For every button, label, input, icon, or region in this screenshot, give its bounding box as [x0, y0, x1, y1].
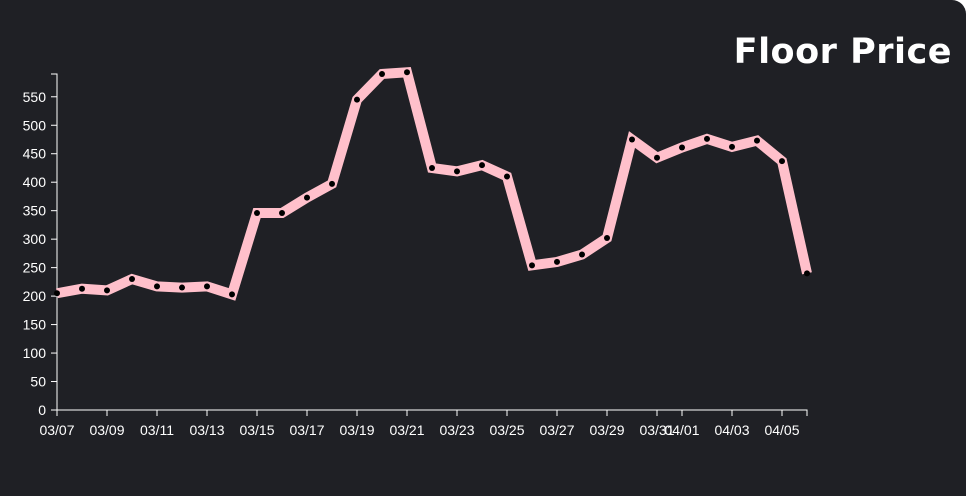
- data-point: [679, 144, 685, 151]
- x-tick-label: 04/05: [764, 422, 799, 438]
- x-tick-label: 03/31: [639, 422, 674, 438]
- y-tick-label: 300: [23, 231, 47, 247]
- x-tick-label: 03/29: [589, 422, 624, 438]
- data-point: [54, 290, 60, 297]
- x-tick-label: 03/19: [339, 422, 374, 438]
- x-tick-label: 03/15: [239, 422, 274, 438]
- data-point: [279, 209, 285, 216]
- y-tick-label: 550: [23, 89, 47, 105]
- x-tick-label: 04/03: [714, 422, 749, 438]
- data-point: [104, 287, 110, 294]
- data-point: [379, 71, 385, 77]
- x-tick-label: 03/21: [389, 422, 424, 438]
- x-tick-label: 03/07: [39, 422, 74, 438]
- data-point: [654, 154, 660, 161]
- x-tick-label: 03/17: [289, 422, 324, 438]
- y-tick-label: 0: [38, 402, 46, 418]
- data-point: [629, 136, 635, 143]
- data-point: [554, 258, 560, 265]
- data-point: [479, 162, 485, 169]
- y-tick-label: 200: [23, 288, 47, 304]
- x-tick-label: 03/23: [439, 422, 474, 438]
- data-point: [204, 283, 210, 290]
- data-point: [79, 285, 85, 292]
- x-axis: 03/07 03/09 03/11 03/13 03/15 03/17 03/19 03/21…: [39, 409, 808, 438]
- y-axis-line: [51, 73, 58, 411]
- y-tick-label: 250: [23, 260, 47, 276]
- data-point: [754, 137, 760, 144]
- data-point: [304, 194, 310, 201]
- data-point: [329, 180, 335, 187]
- data-point: [729, 143, 735, 150]
- data-point: [404, 69, 410, 76]
- data-point: [579, 251, 585, 258]
- data-point: [254, 209, 260, 216]
- y-tick-label: 350: [23, 203, 47, 219]
- y-tick-label: 150: [23, 317, 47, 333]
- data-point: [229, 291, 235, 298]
- x-axis-line: [56, 409, 808, 416]
- data-point: [779, 158, 785, 165]
- x-tick-label: 03/13: [189, 422, 224, 438]
- data-point: [429, 164, 435, 171]
- data-point: [129, 276, 135, 283]
- x-tick-label: 03/25: [489, 422, 524, 438]
- y-tick-label: 50: [30, 374, 46, 390]
- data-point: [604, 235, 610, 242]
- series-line: [56, 67, 812, 301]
- chart-title: Floor Price: [733, 32, 952, 72]
- x-tick-label: 03/09: [89, 422, 124, 438]
- x-tick-label: 03/27: [539, 422, 574, 438]
- x-tick-label: 04/01: [664, 422, 699, 438]
- data-point: [504, 173, 510, 180]
- series-floor-price: [54, 67, 812, 301]
- data-point: [179, 284, 185, 291]
- data-point: [804, 270, 810, 277]
- y-tick-label: 100: [23, 345, 47, 361]
- x-tick-label: 03/11: [140, 422, 174, 438]
- data-point: [354, 96, 360, 103]
- y-tick-label: 500: [23, 117, 47, 133]
- data-point: [454, 168, 460, 175]
- y-tick-label: 450: [23, 146, 47, 162]
- data-point: [154, 283, 160, 290]
- data-point: [529, 262, 535, 269]
- y-axis: 0 50 100 150 200 250 300 350 400 450 500 550: [23, 73, 58, 418]
- data-point: [704, 135, 710, 142]
- y-tick-label: 400: [23, 174, 47, 190]
